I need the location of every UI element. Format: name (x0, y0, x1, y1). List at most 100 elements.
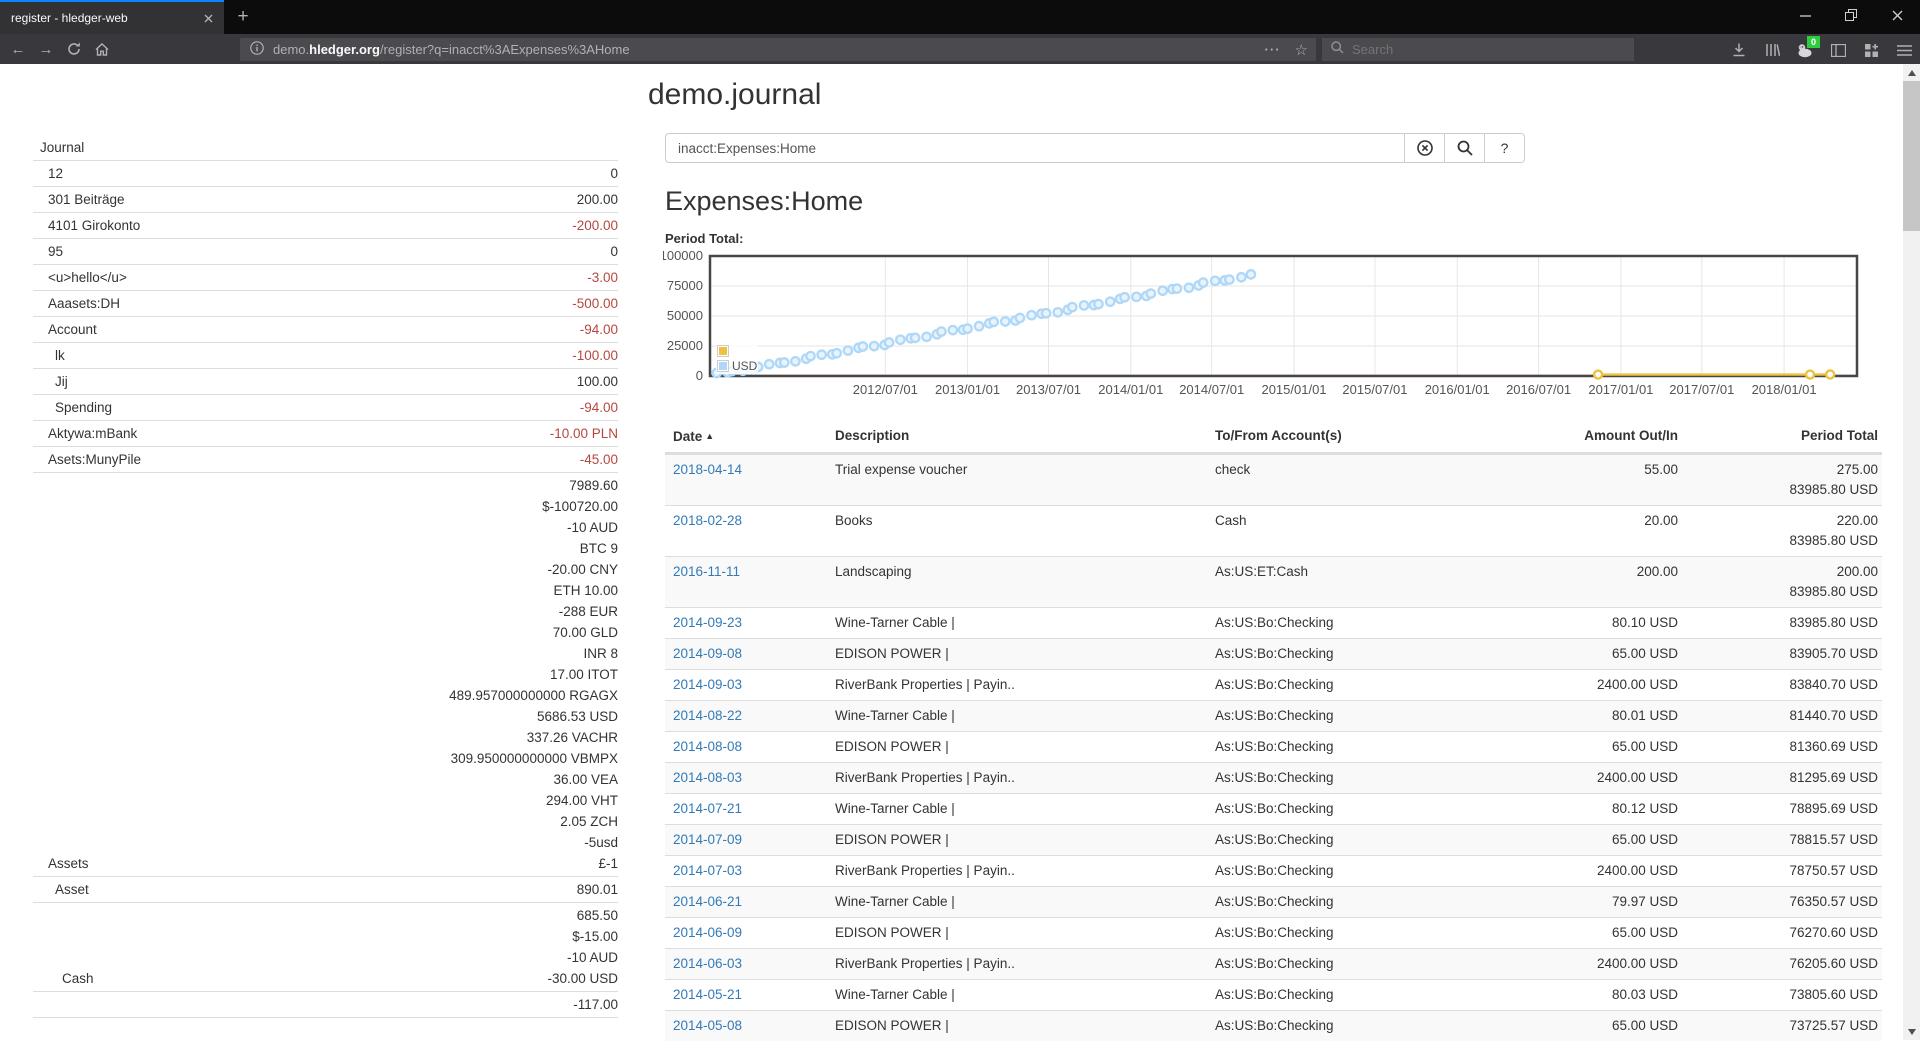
transaction-date-link[interactable]: 2014-06-21 (673, 894, 743, 909)
svg-text:2014/01/01: 2014/01/01 (1098, 382, 1163, 397)
window-restore-button[interactable] (1828, 0, 1874, 30)
sidebar-row: Jij 100.00 (33, 369, 618, 395)
account-balance: 685.50 (576, 908, 618, 923)
register-row[interactable]: 2014-06-21 Wine-Tarner Cable | As:US:Bo:Ch… (665, 886, 1882, 917)
transaction-date-link[interactable]: 2014-07-03 (673, 863, 743, 878)
sidebar-account-link[interactable]: Asset (55, 882, 89, 897)
sidebar-account-link[interactable]: Jij (55, 374, 68, 389)
sidebar-toggle-icon[interactable] (1828, 40, 1848, 60)
sidebar-account-link[interactable]: Spending (55, 400, 113, 415)
scrollbar-thumb[interactable] (1903, 81, 1920, 231)
transaction-date-link[interactable]: 2016-11-11 (673, 564, 741, 579)
clear-query-button[interactable] (1405, 133, 1445, 163)
transaction-description: RiverBank Properties | Payin.. (835, 956, 1015, 971)
sidebar-account-link[interactable]: Aaasets:DH (48, 296, 121, 311)
menu-hamburger-icon[interactable] (1894, 40, 1914, 60)
register-row[interactable]: 2014-06-09 EDISON POWER | As:US:Bo:Checkin… (665, 917, 1882, 948)
address-bar[interactable]: demo.hledger.org/register?q=inacct%3AExp… (240, 38, 1316, 61)
transaction-date-link[interactable]: 2014-07-21 (673, 801, 743, 816)
register-row[interactable]: 2018-02-28 Books Cash 20.00 220.00 83985.80 U… (665, 505, 1882, 556)
transaction-date-link[interactable]: 2014-08-08 (673, 739, 743, 754)
register-row[interactable]: 2014-08-08 EDISON POWER | As:US:Bo:Checkin… (665, 731, 1882, 762)
reload-icon[interactable] (60, 37, 88, 61)
transaction-date-link[interactable]: 2014-05-21 (673, 987, 743, 1002)
scroll-up-icon[interactable] (1903, 64, 1920, 81)
new-tab-button[interactable]: + (237, 6, 249, 27)
register-row[interactable]: 2014-09-03 RiverBank Properties | Payin..… (665, 669, 1882, 700)
register-row[interactable]: 2014-07-03 RiverBank Properties | Payin..… (665, 855, 1882, 886)
register-row[interactable]: 2014-08-03 RiverBank Properties | Payin..… (665, 762, 1882, 793)
library-icon[interactable] (1762, 40, 1782, 60)
transaction-account: As:US:Bo:Checking (1215, 677, 1334, 692)
bookmark-star-icon[interactable]: ☆ (1294, 41, 1308, 59)
period-total-line: 220.00 (1836, 513, 1878, 528)
home-icon[interactable] (88, 37, 116, 61)
column-header-date[interactable]: Date ▲ (673, 429, 715, 444)
browser-tab[interactable]: register - hledger-web (0, 0, 224, 34)
transaction-date-link[interactable]: 2014-08-03 (673, 770, 743, 785)
column-header-acct[interactable]: To/From Account(s) (1215, 428, 1342, 443)
downloads-icon[interactable] (1729, 40, 1749, 60)
transaction-date-cell: 2018-04-14 (665, 455, 827, 505)
transaction-date-cell: 2014-07-03 (665, 856, 827, 886)
transaction-account: As:US:Bo:Checking (1215, 987, 1334, 1002)
sidebar-account-link[interactable]: Asets:MunyPile (48, 452, 142, 467)
forward-button[interactable]: → (38, 40, 54, 58)
sidebar-account-link[interactable]: Account (48, 322, 97, 337)
period-total-cell: 83985.80 USD (1686, 608, 1882, 638)
register-row[interactable]: 2016-11-11 Landscaping As:US:ET:Cash 200.00… (665, 556, 1882, 607)
register-row[interactable]: 2018-04-14 Trial expense voucher check 55.0… (665, 454, 1882, 505)
tab-title: register - hledger-web (11, 11, 128, 25)
sidebar-account-link[interactable]: Cash (62, 971, 94, 986)
transaction-date-link[interactable]: 2014-08-22 (673, 708, 743, 723)
page-scrollbar[interactable] (1903, 64, 1920, 1040)
transaction-date-link[interactable]: 2014-06-09 (673, 925, 743, 940)
transaction-date-link[interactable]: 2018-04-14 (673, 462, 743, 477)
transaction-date-link[interactable]: 2014-07-09 (673, 832, 743, 847)
register-row[interactable]: 2014-06-03 RiverBank Properties | Payin..… (665, 948, 1882, 979)
extension-duck-icon[interactable]: 0 (1795, 36, 1820, 60)
transaction-date-link[interactable]: 2018-02-28 (673, 513, 743, 528)
column-header-desc[interactable]: Description (835, 428, 910, 443)
register-row[interactable]: 2014-05-21 Wine-Tarner Cable | As:US:Bo:Ch… (665, 979, 1882, 1010)
extensions-grid-icon[interactable] (1861, 40, 1881, 60)
sidebar-account-link[interactable]: 12 (48, 166, 64, 181)
transaction-date-link[interactable]: 2014-09-03 (673, 677, 743, 692)
register-table: Date ▲ Description To/From Account(s) Amount… (665, 421, 1882, 1041)
column-header-tot[interactable]: Period Total (1800, 428, 1878, 443)
back-button[interactable]: ← (10, 40, 26, 58)
register-row[interactable]: 2014-08-22 Wine-Tarner Cable | As:US:Bo:Ch… (665, 700, 1882, 731)
transaction-date-link[interactable]: 2014-09-23 (673, 615, 743, 630)
window-minimize-button[interactable] (1782, 0, 1828, 30)
browser-search-input[interactable] (1352, 42, 1602, 57)
search-submit-button[interactable] (1445, 133, 1485, 163)
sidebar-account-link[interactable]: Assets (48, 856, 89, 871)
transaction-account: As:US:Bo:Checking (1215, 956, 1334, 971)
sidebar-account-link[interactable]: <u>hello</u> (48, 270, 127, 285)
register-row[interactable]: 2014-09-08 EDISON POWER | As:US:Bo:Checkin… (665, 638, 1882, 669)
register-row[interactable]: 2014-09-23 Wine-Tarner Cable | As:US:Bo:Ch… (665, 607, 1882, 638)
sidebar-account-link[interactable]: 4101 Girokonto (48, 218, 141, 233)
tab-close-icon[interactable] (196, 6, 220, 30)
sidebar-journal-link[interactable]: Journal (33, 135, 618, 161)
query-input[interactable] (665, 133, 1405, 163)
page-actions-icon[interactable]: ··· (1264, 42, 1281, 57)
register-row[interactable]: 2014-05-08 EDISON POWER | As:US:Bo:Checkin… (665, 1010, 1882, 1041)
sidebar-amounts: -100.00 (572, 345, 618, 366)
sidebar-account-link[interactable]: lk (55, 348, 65, 363)
sidebar-account-link[interactable]: 95 (48, 244, 64, 259)
column-header-amt[interactable]: Amount Out/In (1584, 428, 1678, 443)
register-row[interactable]: 2014-07-21 Wine-Tarner Cable | As:US:Bo:Ch… (665, 793, 1882, 824)
transaction-date-link[interactable]: 2014-06-03 (673, 956, 743, 971)
browser-search-box[interactable] (1322, 38, 1634, 61)
account-balance: $-15.00 (572, 929, 618, 944)
register-row[interactable]: 2014-07-09 EDISON POWER | As:US:Bo:Checkin… (665, 824, 1882, 855)
sidebar-account-link[interactable]: 301 Beiträge (48, 192, 125, 207)
transaction-date-link[interactable]: 2014-09-08 (673, 646, 743, 661)
window-close-button[interactable] (1874, 0, 1920, 30)
help-button[interactable]: ? (1485, 133, 1525, 163)
sidebar-account-link[interactable]: Aktywa:mBank (48, 426, 138, 441)
scroll-down-icon[interactable] (1903, 1023, 1920, 1040)
transaction-date-link[interactable]: 2014-05-08 (673, 1018, 743, 1033)
site-info-icon[interactable] (250, 41, 264, 58)
